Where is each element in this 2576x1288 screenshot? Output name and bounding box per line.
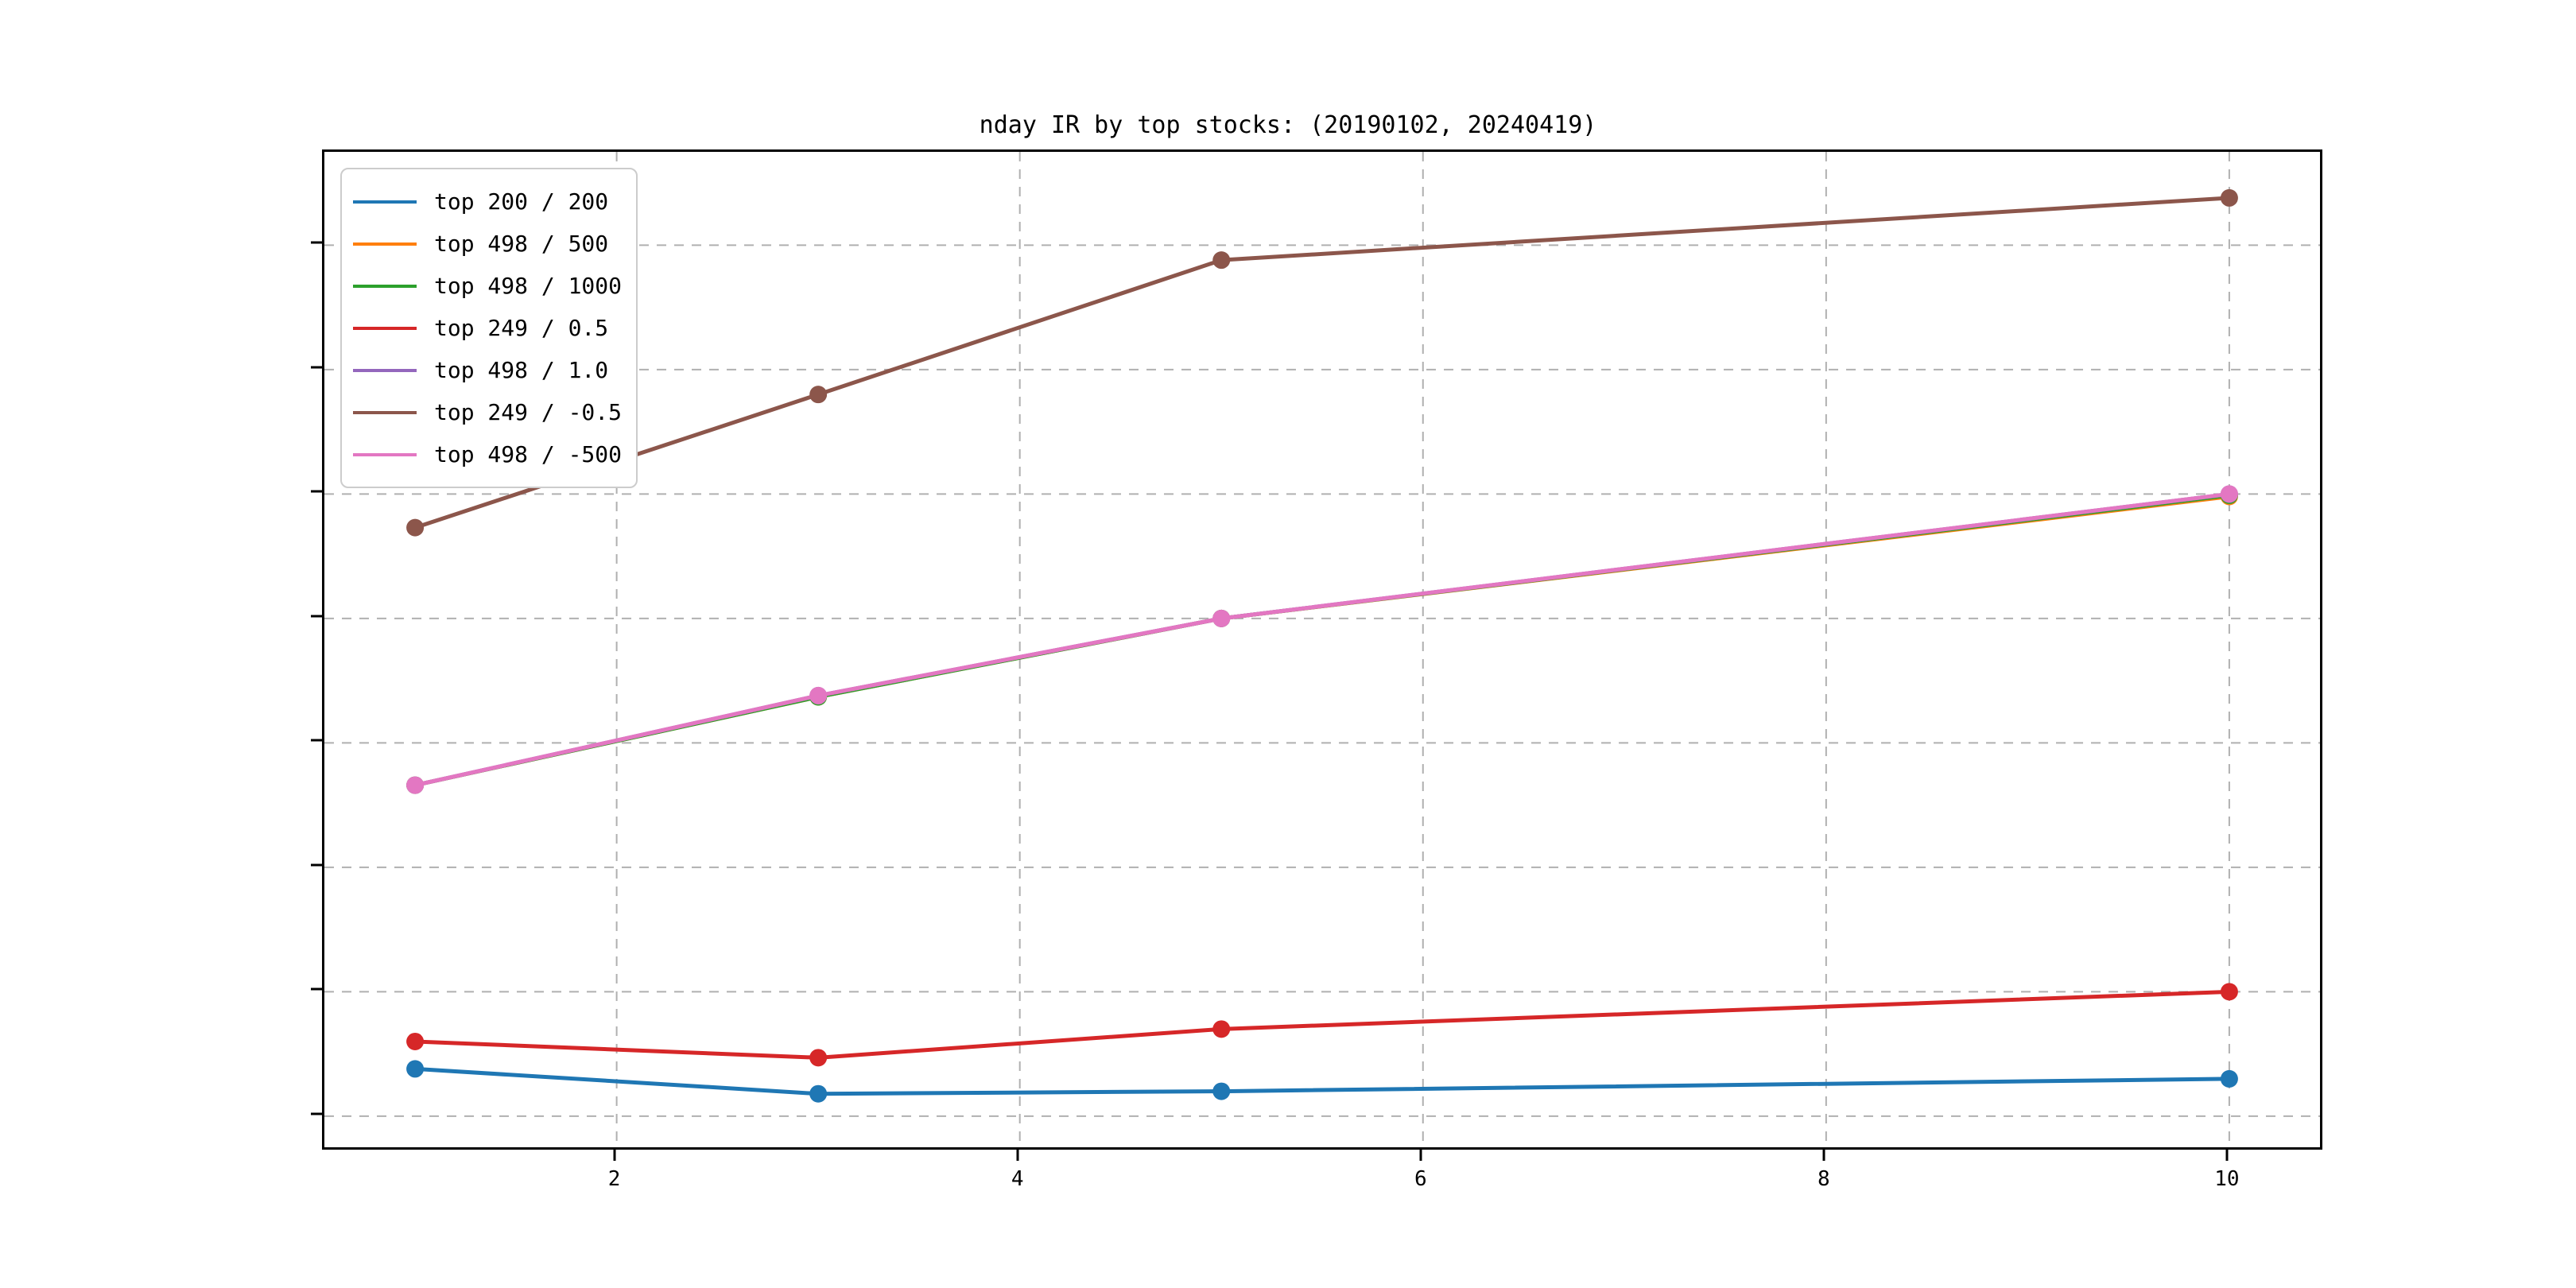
x-tick-label: 4: [1011, 1167, 1024, 1191]
x-tick-mark: [1419, 1150, 1422, 1161]
series-line: [413, 495, 2232, 788]
data-point-marker: [2220, 188, 2238, 207]
plot-canvas: [324, 152, 2320, 1147]
legend-item-label: top 249 / -0.5: [434, 399, 623, 425]
y-tick-mark: [311, 1112, 322, 1115]
x-tick-label: 8: [1818, 1167, 1830, 1191]
legend-item[interactable]: top 200 / 200: [353, 180, 622, 223]
series-6: [406, 485, 2238, 794]
x-tick-label: 2: [607, 1167, 621, 1191]
legend-item-label: top 498 / -500: [434, 441, 623, 467]
y-tick-mark: [311, 490, 322, 493]
y-tick-mark: [311, 366, 322, 369]
y-tick-mark: [311, 987, 322, 991]
legend-item-label: top 249 / 0.5: [434, 315, 609, 341]
series-line: [413, 989, 2232, 1060]
y-tick-mark: [311, 739, 322, 742]
legend-item-label: top 498 / 500: [434, 231, 609, 257]
data-point-marker: [1212, 251, 1231, 270]
series-2: [406, 486, 2238, 794]
series-lines: [406, 188, 2238, 1103]
data-point-marker: [809, 1084, 828, 1103]
legend[interactable]: top 200 / 200 top 498 / 500 top 498 / 1000…: [340, 168, 638, 488]
legend-item[interactable]: top 498 / 1.0: [353, 349, 622, 391]
x-tick-mark: [2225, 1150, 2229, 1161]
series-1: [406, 487, 2238, 794]
legend-color-swatch: [353, 284, 417, 288]
data-point-marker: [809, 1049, 828, 1067]
data-point-marker: [1212, 1020, 1231, 1038]
series-line: [413, 491, 2232, 788]
x-tick-label: 6: [1414, 1167, 1427, 1191]
data-point-marker: [809, 686, 828, 704]
legend-color-swatch: [353, 410, 417, 414]
x-tick-mark: [613, 1150, 616, 1161]
legend-item[interactable]: top 498 / 1000: [353, 265, 622, 307]
legend-item-label: top 498 / 1000: [434, 273, 623, 299]
legend-item[interactable]: top 498 / -500: [353, 433, 622, 475]
legend-color-swatch: [353, 326, 417, 330]
data-point-marker: [406, 1032, 425, 1050]
legend-color-swatch: [353, 368, 417, 372]
data-point-marker: [2220, 983, 2238, 1001]
data-point-marker: [406, 518, 425, 537]
series-4: [406, 485, 2238, 794]
series-5: [406, 188, 2238, 537]
x-tick-label: 10: [2214, 1167, 2240, 1191]
series-line: [413, 491, 2232, 788]
gridlines: [324, 152, 2320, 1147]
legend-color-swatch: [353, 200, 417, 204]
legend-item[interactable]: top 498 / 500: [353, 223, 622, 265]
data-point-marker: [406, 776, 425, 794]
series-line: [413, 493, 2232, 788]
legend-item[interactable]: top 249 / -0.5: [353, 391, 622, 433]
data-point-marker: [809, 386, 828, 404]
chart-title: nday IR by top stocks: (20190102, 202404…: [979, 111, 1597, 139]
legend-item[interactable]: top 249 / 0.5: [353, 307, 622, 349]
plot-area: [322, 149, 2322, 1150]
data-point-marker: [406, 1060, 425, 1078]
series-line: [413, 196, 2232, 530]
x-tick-mark: [1016, 1150, 1019, 1161]
series-3: [406, 983, 2238, 1067]
series-0: [406, 1060, 2238, 1103]
legend-color-swatch: [353, 242, 417, 246]
data-point-marker: [2220, 485, 2238, 503]
legend-item-label: top 200 / 200: [434, 188, 609, 215]
data-point-marker: [1212, 609, 1231, 627]
data-point-marker: [1212, 1082, 1231, 1100]
y-tick-mark: [311, 241, 322, 244]
y-tick-mark: [311, 863, 322, 867]
series-line: [413, 1066, 2232, 1096]
data-point-marker: [2220, 1069, 2238, 1088]
legend-color-swatch: [353, 452, 417, 456]
x-tick-mark: [1822, 1150, 1825, 1161]
y-tick-mark: [311, 615, 322, 618]
legend-item-label: top 498 / 1.0: [434, 357, 609, 383]
